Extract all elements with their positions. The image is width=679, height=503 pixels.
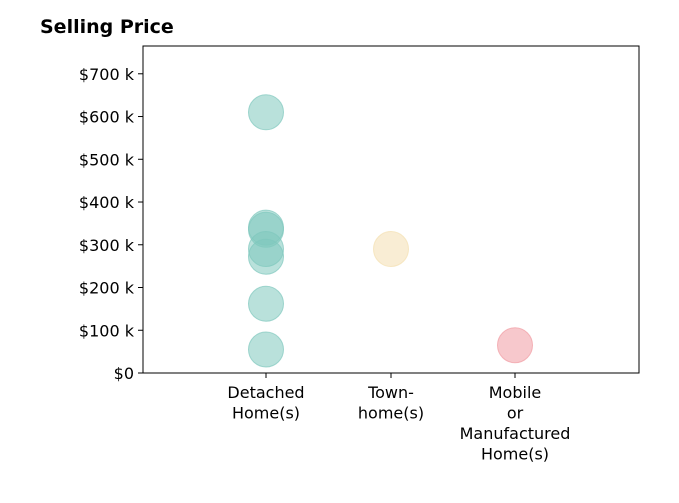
y-tick-label: $400 k: [79, 193, 135, 212]
x-tick-label: Mobile or Manufactured Home(s): [460, 383, 571, 464]
x-tick-label-line: Home(s): [232, 404, 300, 423]
y-tick-label: $0: [114, 364, 134, 383]
y-axis: $0 $100 k $200 k $300 k $400 k $500 k $600 k $7…: [79, 65, 143, 383]
x-tick-label: Detached Home(s): [227, 383, 304, 423]
data-point: [248, 331, 284, 368]
x-tick-label-line: or: [507, 404, 524, 423]
x-tick-label-line: Manufactured: [460, 424, 571, 443]
x-tick-label-line: Home(s): [481, 445, 549, 464]
x-axis: Detached Home(s) Town-home(s) Mobile or Manuf…: [227, 373, 570, 464]
data-point: [373, 231, 409, 268]
data-point: [248, 94, 284, 131]
x-tick-label-line: home(s): [358, 404, 424, 423]
x-tick-label-line: Detached: [227, 383, 304, 402]
data-markers: [248, 94, 533, 368]
chart-title: Selling Price: [40, 16, 174, 38]
x-tick-label-line: Mobile: [489, 383, 541, 402]
x-tick-label-line: Town-: [367, 383, 414, 402]
plot-area-frame: [142, 45, 640, 374]
y-tick-label: $600 k: [79, 108, 135, 127]
data-point: [248, 285, 284, 322]
y-tick-label: $300 k: [79, 236, 135, 255]
y-tick-label: $500 k: [79, 150, 135, 169]
y-tick-label: $200 k: [79, 279, 135, 298]
data-point: [497, 327, 533, 364]
y-tick-label: $100 k: [79, 321, 135, 340]
x-tick-label: Town-home(s): [358, 383, 424, 423]
data-point: [248, 238, 284, 275]
y-tick-label: $700 k: [79, 65, 135, 84]
